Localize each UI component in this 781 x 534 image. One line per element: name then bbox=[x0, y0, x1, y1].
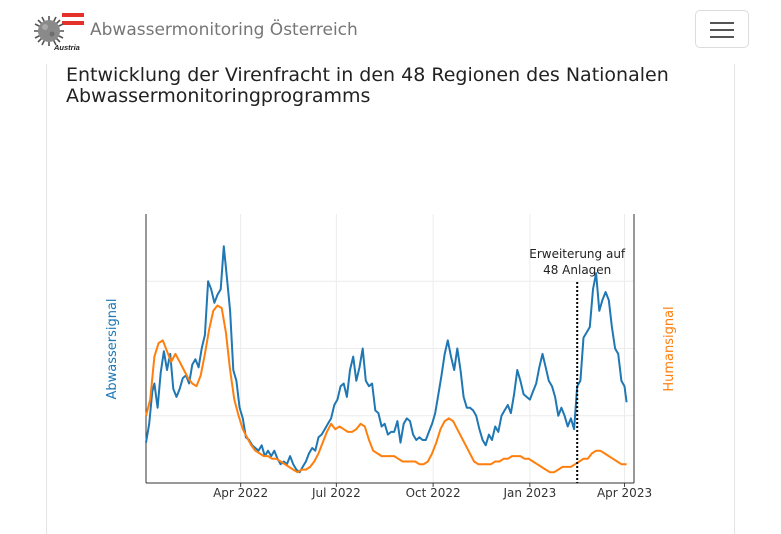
y-axis-label-right: Humansignal bbox=[662, 306, 677, 391]
x-tick-label: Apr 2023 bbox=[597, 486, 652, 500]
annotation-label-line2: 48 Anlagen bbox=[543, 263, 611, 277]
x-tick-label: Oct 2022 bbox=[406, 486, 461, 500]
x-tick-label: Apr 2022 bbox=[213, 486, 268, 500]
logo-austria-text: Austria bbox=[53, 43, 80, 52]
logo-virus-icon[interactable]: Austria bbox=[32, 12, 86, 52]
series-line-humansignal[interactable] bbox=[145, 304, 627, 474]
brand-title[interactable]: Abwassermonitoring Österreich bbox=[90, 20, 358, 40]
x-tick-label: Jan 2023 bbox=[502, 486, 556, 500]
chart-card bbox=[46, 64, 735, 534]
chart-title: Entwicklung der Virenfracht in den 48 Re… bbox=[66, 64, 669, 107]
x-tick-label: Jul 2022 bbox=[311, 486, 361, 500]
y-axis-label-left: Abwassersignal bbox=[105, 298, 120, 399]
navbar: Austria Abwassermonitoring Österreich bbox=[0, 0, 781, 64]
series-line-abwassersignal[interactable] bbox=[145, 245, 628, 474]
hamburger-icon bbox=[710, 22, 734, 24]
annotation-label-line1: Erweiterung auf bbox=[529, 247, 626, 261]
menu-toggle-button[interactable] bbox=[695, 10, 749, 48]
